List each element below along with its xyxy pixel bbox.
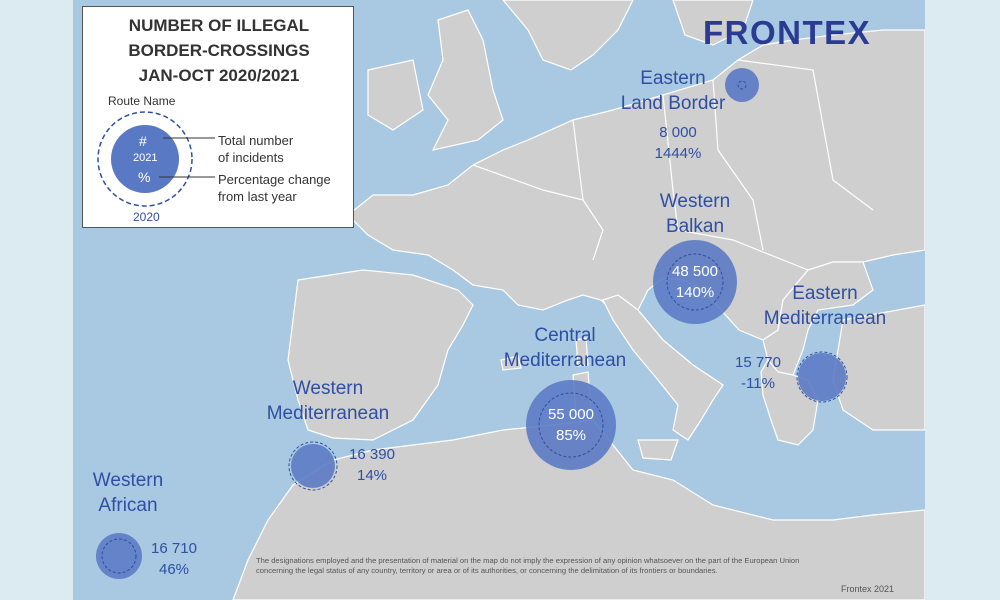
route-name-western-african: Western African — [73, 468, 183, 518]
stat-count: 15 770 — [735, 354, 781, 371]
bubble-eastern-land[interactable] — [725, 68, 759, 102]
great-britain — [427, 9, 504, 151]
route-name-line: Balkan — [665, 216, 725, 237]
legend-box: NUMBER OF ILLEGAL BORDER-CROSSINGS JAN-O… — [82, 6, 354, 228]
route-name-line: Western — [659, 191, 731, 212]
internal-borders — [472, 59, 874, 271]
legend-title-line-3: JAN-OCT 2020/2021 — [138, 66, 300, 85]
legend-title-line-2: BORDER-CROSSINGS — [128, 41, 310, 60]
turkey — [832, 304, 925, 431]
scandinavia — [502, 0, 634, 71]
europe-map — [73, 0, 925, 600]
legend-change-line-1: Percentage change — [218, 172, 331, 187]
stat-count: 48 500 — [672, 263, 718, 280]
italy — [602, 294, 724, 441]
iberia — [287, 269, 474, 441]
route-name-line: Eastern — [792, 283, 858, 304]
legend-symbol — [97, 111, 215, 207]
route-name-eastern-med: Eastern Mediterranean — [750, 281, 900, 331]
credit-text: Frontex 2021 — [841, 584, 895, 594]
route-name-western-med: Western Mediterranean — [253, 376, 403, 426]
stat-change: 14% — [356, 467, 388, 484]
stat-western-med: 16 390 14% — [342, 444, 402, 486]
bubble-2021-western-african — [96, 533, 142, 579]
legend-2021-circle — [111, 125, 179, 193]
bubble-2020-central-med — [538, 392, 604, 458]
legend-year-current: 2021 — [133, 152, 158, 164]
legend-change-line-2: from last year — [218, 189, 297, 204]
finland — [672, 0, 754, 46]
bubble-central-med[interactable] — [526, 380, 616, 470]
route-name-line: Eastern — [640, 68, 706, 89]
balearic-islands — [500, 355, 522, 371]
bubble-2020-eastern-med — [796, 351, 848, 403]
stat-change: 85% — [555, 427, 587, 444]
route-name-line: Mediterranean — [763, 308, 887, 329]
legend-title-line-1: NUMBER OF ILLEGAL — [128, 16, 310, 35]
stat-western-balkan: 48 500 140% — [645, 261, 745, 303]
legend-2020-circle — [97, 111, 193, 207]
legend-number-symbol: # — [139, 133, 147, 149]
stat-central-med: 55 000 85% — [521, 404, 621, 446]
route-name-eastern-land: Eastern Land Border — [613, 66, 733, 116]
route-name-line: Western — [92, 470, 164, 491]
stat-count: 16 710 — [151, 540, 197, 557]
bubble-2021-eastern-med — [798, 353, 846, 401]
bubble-2021-western-med — [291, 444, 335, 488]
route-name-line: Mediterranean — [266, 403, 390, 424]
bubble-2020-western-med — [288, 441, 338, 491]
ireland — [367, 59, 424, 131]
legend-title: NUMBER OF ILLEGAL BORDER-CROSSINGS JAN-O… — [83, 13, 355, 88]
bubble-western-med[interactable] — [288, 441, 338, 491]
bubble-2020-western-african — [101, 538, 137, 574]
stat-count: 16 390 — [349, 446, 395, 463]
bubble-2020-eastern-land — [737, 80, 747, 90]
route-bubbles — [96, 68, 848, 579]
stat-eastern-land: 8 000 1444% — [628, 122, 728, 164]
map-frame: FRONTEX NUMBER OF ILLEGAL BORDER-CROSSIN… — [73, 0, 925, 600]
bubble-western-african[interactable] — [96, 533, 142, 579]
route-name-line: Central — [534, 325, 596, 346]
legend-total-label: Total number of incidents — [218, 132, 293, 166]
bubble-2021-eastern-land — [725, 68, 759, 102]
landmasses — [232, 0, 925, 600]
route-name-central-med: Central Mediterranean — [490, 323, 640, 373]
legend-year-previous: 2020 — [133, 210, 160, 224]
route-name-line: Land Border — [620, 93, 726, 114]
corsica — [575, 337, 589, 367]
legend-total-line-2: of incidents — [218, 150, 284, 165]
legend-change-label: Percentage change from last year — [218, 171, 331, 205]
stat-change: 140% — [675, 284, 715, 301]
route-name-line: African — [98, 495, 158, 516]
frontex-logo: FRONTEX — [703, 14, 872, 51]
route-name-western-balkan: Western Balkan — [635, 189, 755, 239]
legend-total-line-1: Total number — [218, 133, 294, 148]
legend-route-name: Route Name — [108, 94, 176, 108]
stat-count: 55 000 — [548, 406, 594, 423]
stat-change: 46% — [158, 561, 190, 578]
legend-percent-symbol: % — [138, 169, 151, 185]
route-name-line: Western — [292, 378, 364, 399]
bubble-eastern-med[interactable] — [796, 351, 848, 403]
stat-change: 1444% — [654, 145, 702, 162]
bubble-2021-western-balkan — [653, 240, 737, 324]
stat-eastern-med: 15 770 -11% — [728, 352, 788, 394]
sicily — [637, 439, 679, 461]
disclaimer-text: The designations employed and the presen… — [256, 556, 800, 575]
route-name-line: Mediterranean — [503, 350, 627, 371]
stat-western-african: 16 710 46% — [144, 538, 204, 580]
stat-count: 8 000 — [659, 124, 697, 141]
bubble-western-balkan[interactable] — [653, 240, 737, 324]
stat-change: -11% — [741, 375, 775, 392]
bubble-2020-western-balkan — [666, 253, 724, 311]
